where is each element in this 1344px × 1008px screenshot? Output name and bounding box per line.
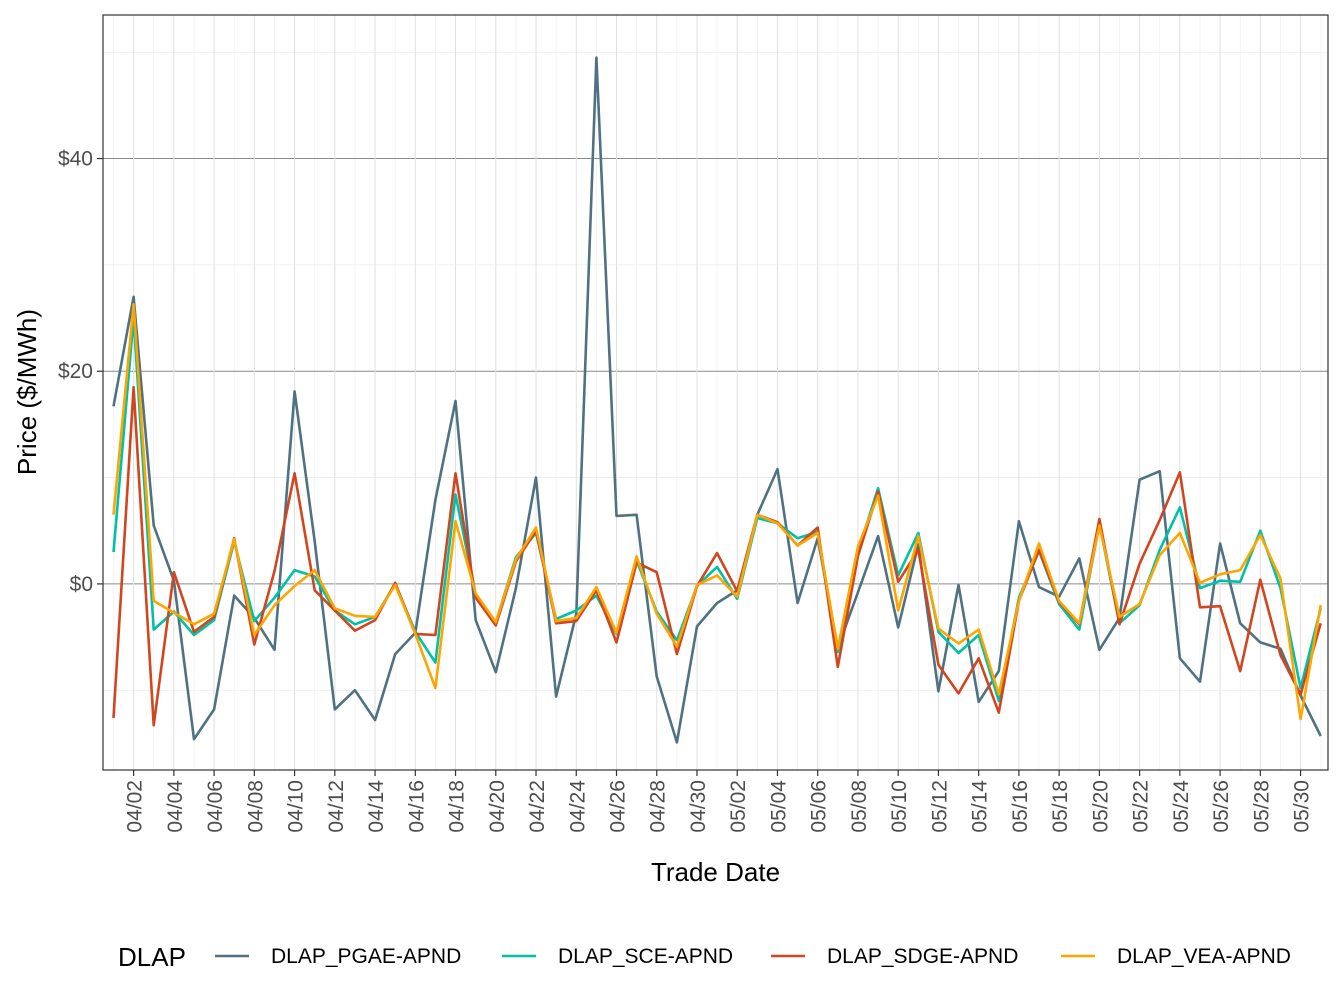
x-tick-label: 05/14: [969, 780, 992, 833]
legend-label-dlap-sce-apnd: DLAP_SCE-APND: [558, 945, 733, 968]
x-tick-label: 05/16: [1009, 780, 1032, 833]
x-tick-label: 04/06: [204, 780, 227, 833]
major-gridlines: [103, 15, 1328, 770]
x-axis: 04/02 04/04 04/06 04/08 04/10 04/12 04/14 04/16…: [124, 770, 1314, 833]
x-tick-label: 04/24: [566, 780, 589, 833]
x-axis-title: Trade Date: [651, 857, 780, 887]
x-tick-label: 04/10: [285, 780, 308, 833]
y-tick-label: $40: [58, 148, 93, 171]
x-tick-label: 04/28: [647, 780, 670, 833]
x-tick-label: 05/20: [1089, 780, 1112, 833]
x-tick-label: 04/16: [405, 780, 428, 833]
x-tick-label: 05/28: [1250, 780, 1273, 833]
y-tick-label: $0: [70, 573, 93, 596]
x-tick-label: 05/04: [767, 780, 790, 833]
y-tick-label: $20: [58, 360, 93, 383]
x-tick-label: 05/10: [888, 780, 911, 833]
x-tick-label: 05/18: [1049, 780, 1072, 833]
x-tick-label: 04/20: [486, 780, 509, 833]
y-axis-title: Price ($/MWh): [12, 309, 42, 475]
legend-label-dlap-sdge-apnd: DLAP_SDGE-APND: [827, 945, 1018, 968]
x-tick-label: 04/22: [526, 780, 549, 833]
x-tick-label: 04/18: [446, 780, 469, 833]
x-tick-label: 04/26: [607, 780, 630, 833]
x-tick-label: 05/06: [808, 780, 831, 833]
x-tick-label: 05/12: [928, 780, 951, 833]
x-tick-label: 05/26: [1210, 780, 1233, 833]
x-tick-label: 05/22: [1130, 780, 1153, 833]
plot-border: [102, 14, 1329, 771]
series-lines: [112, 56, 1322, 744]
plot-background: [103, 15, 1328, 770]
legend: DLAP DLAP_PGAE-APND DLAP_SCE-APND DLAP_SDG…: [118, 942, 1291, 972]
x-tick-label: 04/08: [244, 780, 267, 833]
x-tick-label: 04/12: [325, 780, 348, 833]
series-line-dlap-sdge-apnd: [112, 385, 1322, 727]
legend-label-dlap-vea-apnd: DLAP_VEA-APND: [1117, 945, 1291, 968]
x-tick-label: 05/02: [727, 780, 750, 833]
x-tick-label: 05/24: [1170, 780, 1193, 833]
x-tick-label: 04/04: [164, 780, 187, 833]
legend-label-dlap-pgae-apnd: DLAP_PGAE-APND: [271, 945, 461, 968]
x-tick-label: 05/08: [848, 780, 871, 833]
legend-title: DLAP: [118, 942, 186, 972]
x-tick-label: 04/02: [124, 780, 147, 833]
series-line-dlap-vea-apnd: [112, 302, 1322, 721]
x-tick-label: 05/30: [1291, 780, 1314, 833]
x-tick-label: 04/14: [365, 780, 388, 833]
x-tick-label: 04/30: [687, 780, 710, 833]
y-axis: $0 $20 $40: [58, 148, 103, 596]
